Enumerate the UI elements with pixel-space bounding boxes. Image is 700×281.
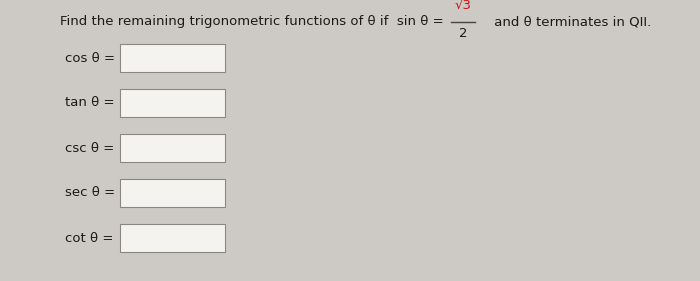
Text: sec θ =: sec θ = <box>65 187 115 200</box>
Bar <box>120 224 225 252</box>
Text: csc θ =: csc θ = <box>65 142 114 155</box>
Text: and θ terminates in QII.: and θ terminates in QII. <box>490 15 651 28</box>
Bar <box>120 44 225 72</box>
Text: 2: 2 <box>458 27 468 40</box>
Bar <box>120 179 225 207</box>
Text: tan θ =: tan θ = <box>65 96 115 110</box>
Bar <box>120 134 225 162</box>
Text: cos θ =: cos θ = <box>65 51 115 65</box>
Bar <box>120 89 225 117</box>
Text: cot θ =: cot θ = <box>65 232 113 244</box>
Text: Find the remaining trigonometric functions of θ if  sin θ =: Find the remaining trigonometric functio… <box>60 15 448 28</box>
Text: √3: √3 <box>454 0 472 12</box>
